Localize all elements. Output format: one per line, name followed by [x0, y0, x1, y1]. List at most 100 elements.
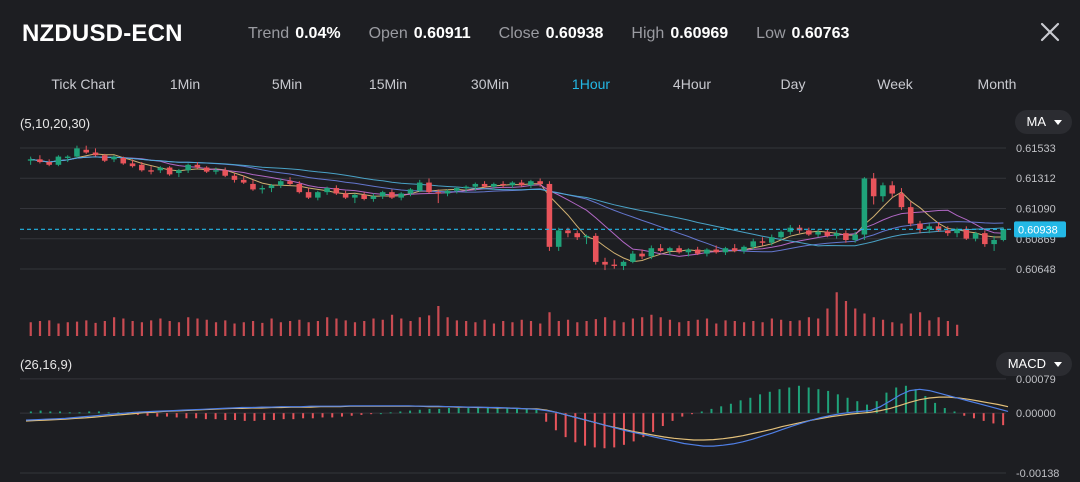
volume-bar — [446, 317, 449, 336]
candle-body — [472, 183, 479, 187]
volume-bar — [279, 322, 282, 336]
macd-histogram-bar — [729, 403, 732, 414]
candle-body — [157, 167, 164, 171]
stat-value: 0.04% — [295, 25, 341, 42]
tab-tick-chart[interactable]: Tick Chart — [51, 76, 115, 92]
macd-histogram-bar — [749, 397, 752, 414]
chart-area[interactable]: 0.61533 0.61312 0.61090 0.60869 0.60648 0.609… — [0, 106, 1080, 482]
candle-body — [426, 182, 432, 193]
candle-body — [704, 249, 710, 254]
candle-body — [240, 179, 247, 183]
macd-tick-label: 0.00079 — [1016, 374, 1056, 386]
stat-high: High 0.60969 — [631, 25, 728, 43]
tab-30min[interactable]: 30Min — [470, 76, 510, 92]
stat-close: Close 0.60938 — [499, 25, 604, 43]
macd-histogram-bar — [934, 402, 937, 414]
volume-bar — [316, 321, 320, 336]
macd-dropdown[interactable]: MACD — [995, 352, 1072, 376]
volume-bar — [807, 317, 811, 336]
volume-bar — [335, 318, 338, 336]
macd-histogram-bar — [866, 404, 869, 414]
macd-histogram-bar — [778, 389, 781, 414]
volume-bar — [539, 323, 542, 336]
volume-bar — [214, 322, 218, 336]
candle-body — [880, 185, 886, 197]
volume-bar — [390, 314, 394, 336]
candle-body — [231, 175, 238, 180]
candle-body — [64, 156, 71, 158]
volume-bar — [400, 318, 403, 336]
volume-bar — [159, 318, 162, 336]
candle-body — [815, 231, 821, 235]
volume-bar — [696, 319, 699, 336]
volume-bar — [659, 317, 662, 336]
candle-body — [676, 248, 682, 253]
ma-dropdown[interactable]: MA — [1014, 110, 1072, 134]
tab-month[interactable]: Month — [977, 76, 1017, 92]
candle-body — [926, 226, 933, 230]
close-icon[interactable] — [1038, 20, 1062, 44]
volume-bar — [131, 321, 134, 336]
macd-histogram-bar — [661, 413, 664, 427]
candle-body — [518, 182, 525, 186]
candle-body — [296, 183, 303, 193]
volume-bar — [298, 319, 301, 336]
volume-bar — [455, 320, 458, 336]
candle-body — [361, 194, 367, 199]
candle-body — [657, 248, 664, 251]
volume-bar — [307, 322, 310, 336]
tab-week[interactable]: Week — [877, 76, 913, 92]
timeframe-tabs: Tick Chart 1Min 5Min 15Min 30Min 1Hour 4… — [0, 76, 1080, 98]
candle-body — [945, 230, 951, 234]
tab-5min[interactable]: 5Min — [271, 76, 303, 92]
macd-histogram-bar — [574, 413, 577, 443]
volume-bar — [594, 319, 597, 336]
caret-down-icon — [1054, 120, 1062, 126]
macd-histogram-bar — [243, 413, 246, 421]
volume-bar — [168, 321, 171, 336]
macd-histogram-bar — [817, 389, 820, 414]
candlestick-chart[interactable]: 0.615330.613120.610900.608690.606480.609… — [0, 106, 1080, 482]
tab-1min[interactable]: 1Min — [169, 76, 201, 92]
candle-body — [27, 159, 34, 161]
tab-day[interactable]: Day — [780, 76, 806, 92]
candle-body — [315, 192, 321, 198]
volume-bar — [956, 324, 959, 336]
volume-bar — [557, 321, 560, 336]
candle-body — [583, 235, 590, 238]
macd-histogram-bar — [875, 401, 878, 414]
tab-1hour[interactable]: 1Hour — [571, 76, 611, 92]
volume-bar — [363, 321, 366, 336]
candle-body — [55, 156, 62, 165]
volume-bar — [863, 313, 866, 336]
macd-histogram-bar — [447, 408, 450, 414]
stat-value: 0.60911 — [413, 25, 471, 42]
candle-body — [120, 157, 127, 164]
volume-bar — [344, 320, 347, 336]
macd-histogram-bar — [953, 411, 956, 414]
volume-bar — [705, 318, 709, 336]
candle-body — [176, 170, 182, 174]
macd-histogram-bar — [895, 387, 898, 414]
candle-body — [166, 167, 173, 175]
candle-body — [574, 233, 580, 238]
volume-bar — [261, 322, 264, 336]
macd-histogram-bar — [652, 413, 655, 432]
volume-bar — [761, 322, 764, 336]
candle-body — [750, 241, 757, 247]
candle-body — [731, 248, 738, 251]
macd-histogram-bar — [904, 385, 907, 414]
volume-bar — [798, 320, 801, 336]
macd-histogram-bar — [428, 408, 431, 414]
macd-histogram-bar — [807, 387, 810, 414]
candle-body — [74, 148, 80, 157]
header: NZDUSD-ECN Trend 0.04% Open 0.60911 Close 0… — [0, 0, 1080, 68]
macd-histogram-bar — [992, 413, 995, 424]
macd-histogram-bar — [165, 413, 168, 417]
macd-histogram-bar — [545, 413, 548, 422]
tab-15min[interactable]: 15Min — [368, 76, 408, 92]
macd-histogram-bar — [632, 413, 635, 442]
candle-body — [768, 237, 775, 243]
volume-bar — [678, 322, 681, 336]
tab-4hour[interactable]: 4Hour — [672, 76, 712, 92]
